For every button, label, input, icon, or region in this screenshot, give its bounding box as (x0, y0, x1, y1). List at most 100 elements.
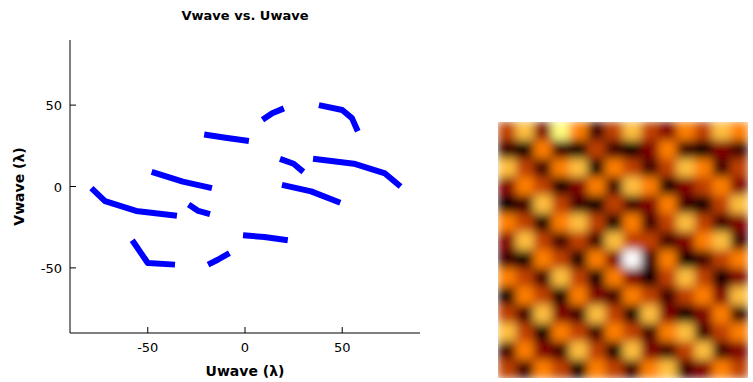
heat-cell (552, 341, 570, 360)
heat-cell (569, 232, 587, 251)
heat-cell (659, 360, 677, 378)
heat-cell (623, 213, 641, 232)
heat-cell (516, 268, 534, 287)
heat-cell (498, 213, 516, 232)
heatmap-cells (498, 122, 748, 378)
heat-cell (712, 177, 730, 196)
heat-cell (534, 232, 552, 251)
heat-cell (623, 232, 641, 251)
heat-cell (516, 195, 534, 214)
heat-cell (694, 177, 712, 196)
heat-cell (569, 268, 587, 287)
tracks (91, 105, 400, 265)
figure: Vwave vs. Uwave-50050-50050Uwave (λ)Vwav… (0, 0, 753, 382)
heat-cell (516, 360, 534, 378)
uv-track (152, 172, 212, 188)
heat-cell (730, 287, 748, 306)
heat-cell (641, 177, 659, 196)
uv-track (204, 134, 249, 141)
uv-track (313, 159, 401, 187)
heat-cell (498, 250, 516, 269)
heat-cell (659, 122, 677, 141)
uv-track (132, 240, 175, 264)
heat-cell (516, 232, 534, 251)
heat-cell (712, 323, 730, 342)
heat-cell (623, 177, 641, 196)
heat-cell (712, 213, 730, 232)
uv-track (319, 105, 358, 131)
x-tick-label: 50 (334, 340, 351, 355)
heat-cell (623, 195, 641, 214)
heat-cell (712, 195, 730, 214)
heat-cell (641, 213, 659, 232)
heat-cell (534, 287, 552, 306)
heat-cell (587, 287, 605, 306)
heat-cell (569, 341, 587, 360)
heat-cell (534, 213, 552, 232)
heat-cell (605, 177, 623, 196)
heat-cell (641, 159, 659, 178)
heat-cell (605, 140, 623, 159)
heat-cell (552, 232, 570, 251)
heat-cell (498, 360, 516, 378)
heat-cell (498, 305, 516, 324)
heat-cell (677, 140, 695, 159)
heat-cell (534, 305, 552, 324)
heat-cell (534, 268, 552, 287)
heat-cell (694, 159, 712, 178)
y-tick (70, 105, 76, 106)
heat-cell (694, 232, 712, 251)
heat-cell (498, 140, 516, 159)
heat-cell (712, 159, 730, 178)
heat-cell (641, 250, 659, 269)
heat-cell (677, 159, 695, 178)
heat-cell (498, 287, 516, 306)
heat-cell (623, 268, 641, 287)
heat-cell (516, 140, 534, 159)
heat-cell (730, 177, 748, 196)
heat-cell (659, 250, 677, 269)
heat-cell (677, 268, 695, 287)
x-tick-label: -50 (137, 340, 158, 355)
heat-cell (641, 287, 659, 306)
heat-cell (569, 122, 587, 141)
heat-cell (694, 213, 712, 232)
heat-cell (623, 305, 641, 324)
heat-cell (569, 140, 587, 159)
uv-track (280, 159, 303, 172)
heat-cell (587, 268, 605, 287)
heat-cell (641, 268, 659, 287)
heat-cell (552, 213, 570, 232)
heat-cell (712, 305, 730, 324)
heat-cell (641, 323, 659, 342)
heat-cell (659, 140, 677, 159)
heat-cell (552, 287, 570, 306)
heat-cell (677, 232, 695, 251)
heat-cell (498, 232, 516, 251)
heat-cell (641, 305, 659, 324)
heat-cell (498, 195, 516, 214)
y-axis-title: Vwave (λ) (11, 147, 27, 225)
heat-cell (552, 360, 570, 378)
heat-cell (534, 122, 552, 141)
uv-track (91, 188, 177, 216)
heat-cell (659, 341, 677, 360)
heat-cell (498, 268, 516, 287)
heat-cell (659, 159, 677, 178)
heat-cell (569, 159, 587, 178)
heat-cell (730, 159, 748, 178)
heat-cell (534, 159, 552, 178)
heat-cell (694, 360, 712, 378)
heat-cell (694, 140, 712, 159)
heat-cell (569, 195, 587, 214)
heat-cell (534, 177, 552, 196)
heat-cell (569, 287, 587, 306)
heat-cell (552, 250, 570, 269)
heat-cell (587, 140, 605, 159)
heat-cell (587, 195, 605, 214)
heat-cell (587, 213, 605, 232)
heat-cell (534, 140, 552, 159)
heat-cell (569, 305, 587, 324)
heat-cell (641, 341, 659, 360)
heat-cell (552, 177, 570, 196)
